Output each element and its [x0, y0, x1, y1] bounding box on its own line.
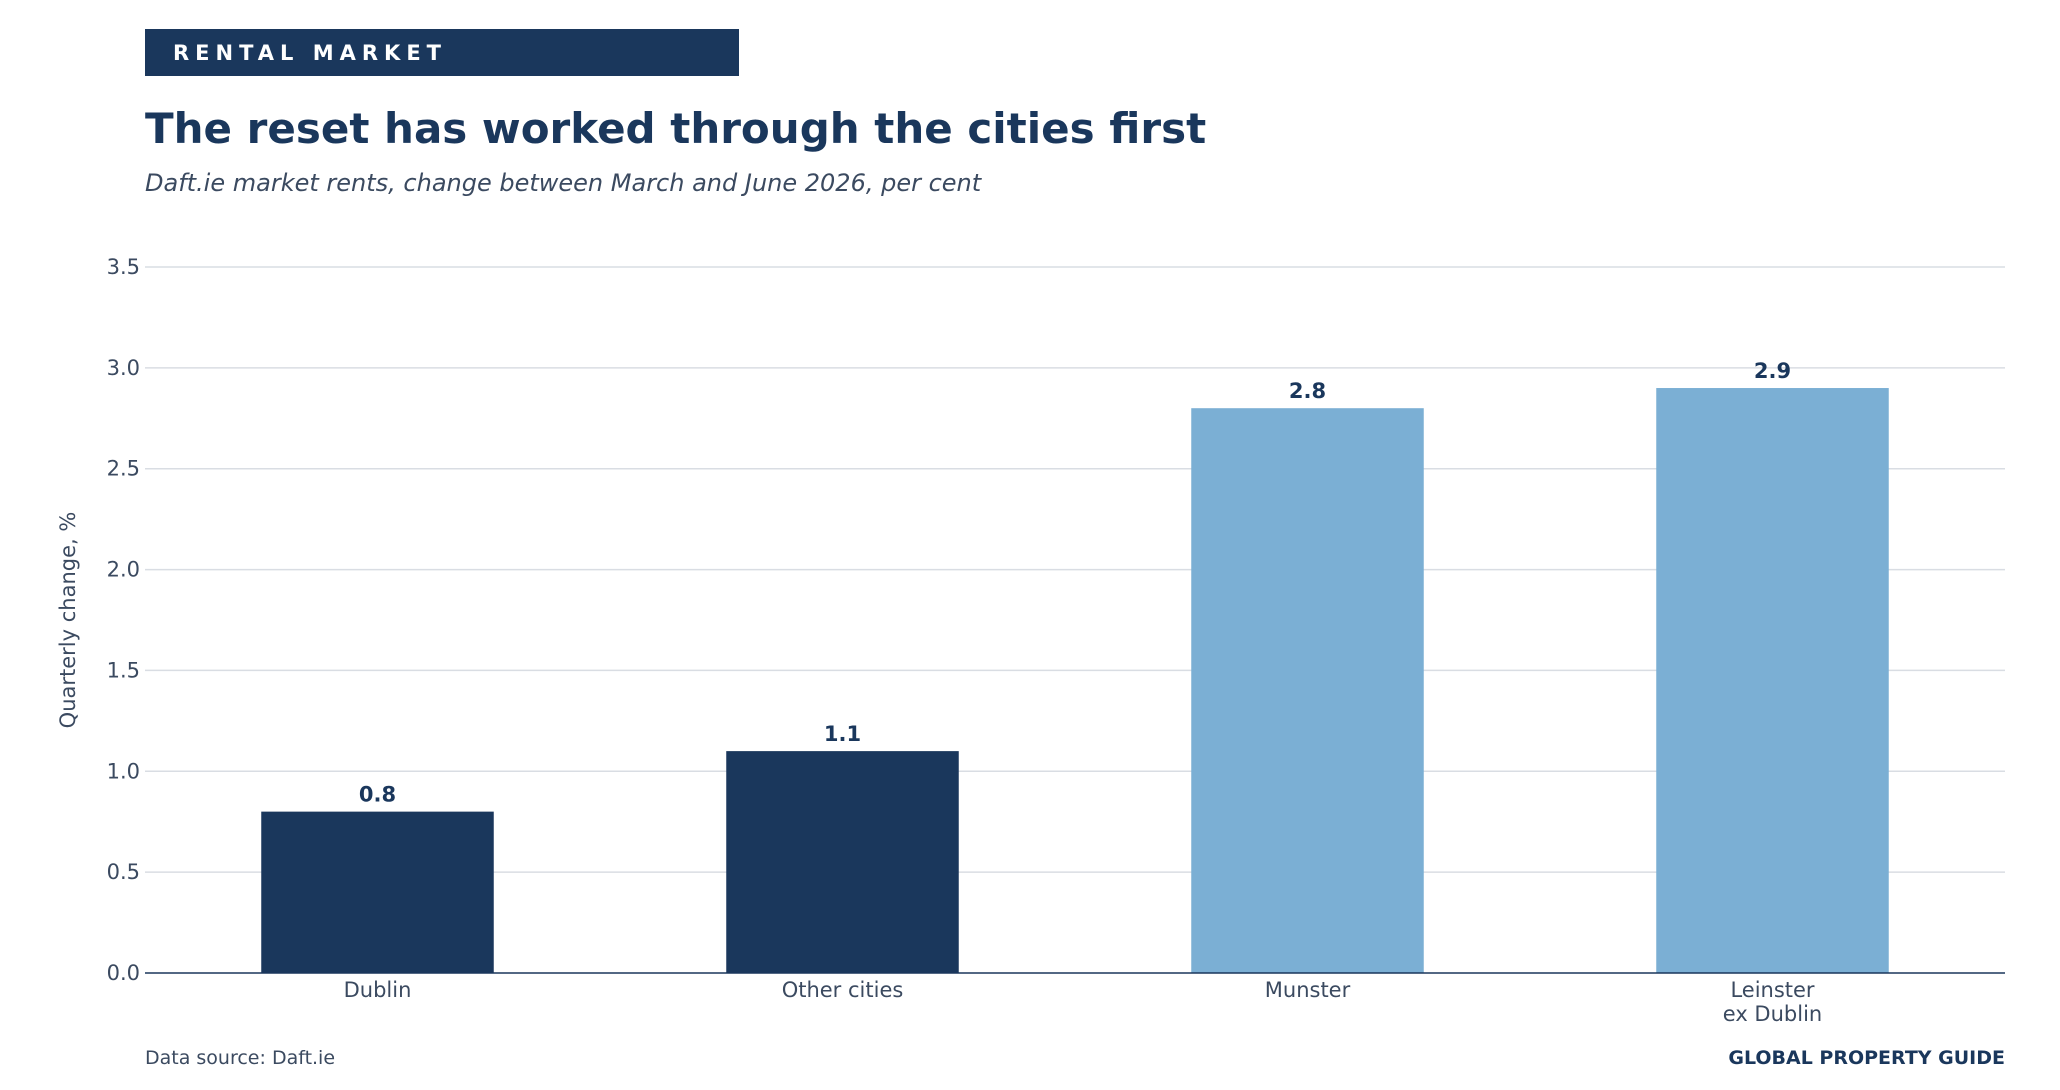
bar — [1656, 388, 1889, 973]
chart-title: The reset has worked through the cities … — [145, 104, 1207, 153]
x-axis-ticks: Dublin Other cities Munster Leinster ex Dubl… — [344, 978, 1823, 1026]
data-label: 2.9 — [1754, 359, 1791, 383]
x-tick-label: Other cities — [782, 978, 904, 1002]
data-source-note: Data source: Daft.ie — [145, 1047, 336, 1069]
x-tick-label: Dublin — [344, 978, 412, 1002]
x-tick-label: Munster — [1265, 978, 1351, 1002]
y-axis-ticks: 0.0 0.5 1.0 1.5 2.0 2.5 3.0 3.5 — [107, 255, 140, 985]
y-axis-label: Quarterly change, % — [56, 512, 80, 729]
data-label: 1.1 — [824, 722, 861, 746]
bar — [1191, 408, 1424, 973]
brand-name: GLOBAL PROPERTY GUIDE — [1728, 1047, 2005, 1069]
y-tick-label: 1.0 — [107, 759, 140, 783]
chart-subtitle: Daft.ie market rents, change between Mar… — [145, 169, 982, 197]
bar — [726, 751, 959, 973]
y-tick-label: 3.5 — [107, 255, 140, 279]
y-tick-label: 2.5 — [107, 457, 140, 481]
y-tick-label: 0.0 — [107, 961, 140, 985]
bar — [261, 811, 494, 973]
y-tick-label: 2.0 — [107, 558, 140, 582]
y-tick-label: 1.5 — [107, 658, 140, 682]
section-kicker: RENTAL MARKET — [145, 29, 739, 76]
x-tick-label: Leinster ex Dublin — [1723, 978, 1822, 1026]
data-label: 0.8 — [359, 783, 396, 807]
y-tick-label: 3.0 — [107, 356, 140, 380]
data-label: 2.8 — [1289, 379, 1326, 403]
y-tick-label: 0.5 — [107, 860, 140, 884]
bars — [261, 388, 1889, 973]
data-labels: 0.8 1.1 2.8 2.9 — [359, 359, 1791, 807]
